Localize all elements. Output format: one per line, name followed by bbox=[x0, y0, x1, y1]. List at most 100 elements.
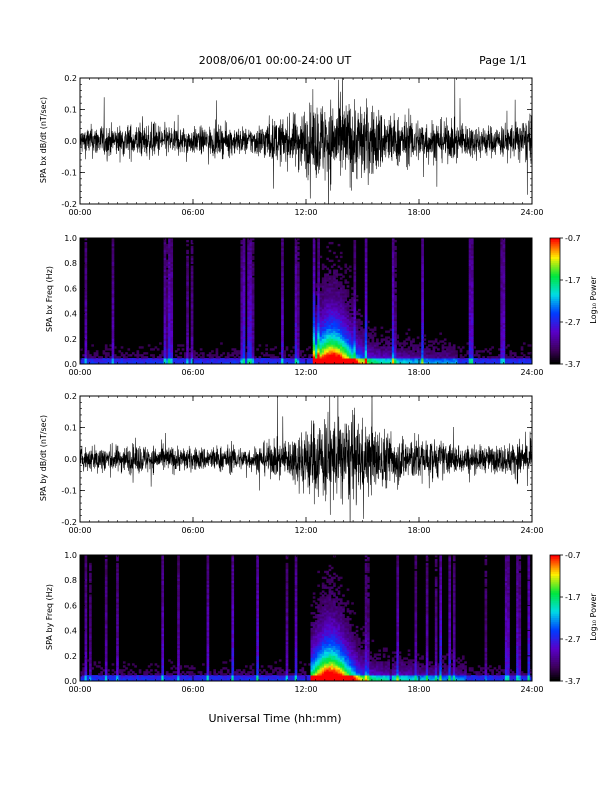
bx-freq-spectrogram-cell bbox=[468, 301, 472, 304]
bx-freq-spectrogram-cell bbox=[421, 358, 424, 361]
by-freq-spectrogram-cell bbox=[256, 610, 259, 613]
bx-freq-spectrogram-cell bbox=[296, 257, 300, 261]
bx-freq-spectrogram-cell bbox=[231, 352, 235, 355]
bx-freq-spectrogram-cell bbox=[321, 318, 325, 322]
bx-freq-spectrogram-cell bbox=[405, 358, 409, 361]
bx-freq-spectrogram-cell bbox=[502, 275, 506, 278]
bx-freq-spectrogram-cell bbox=[412, 362, 415, 365]
bx-freq-spectrogram-cell bbox=[324, 336, 327, 339]
bx-freq-spectrogram-cell bbox=[249, 312, 253, 316]
by-freq-spectrogram-cell bbox=[276, 671, 280, 674]
bx-freq-spectrogram-cell bbox=[373, 350, 377, 353]
by-freq-spectrogram-cell bbox=[174, 679, 178, 682]
by-freq-spectrogram-cell bbox=[317, 627, 320, 631]
by-freq-spectrogram-cell bbox=[321, 637, 325, 641]
bx-freq-spectrogram-cell bbox=[394, 310, 397, 314]
bx-freq-spectrogram-cell bbox=[168, 310, 171, 314]
bx-freq-spectrogram-cell bbox=[333, 330, 336, 333]
by-freq-spectrogram-cell bbox=[206, 560, 210, 564]
bx-freq-spectrogram-cell bbox=[324, 360, 327, 363]
bx-freq-spectrogram-cell bbox=[468, 295, 472, 298]
bx-freq-spectrogram-cell bbox=[353, 239, 357, 243]
by-freq-spectrogram-cell bbox=[231, 653, 235, 656]
by-freq-spectrogram-cell bbox=[206, 635, 210, 639]
bx-freq-spectrogram-cell bbox=[165, 283, 169, 286]
bx-freq-spectrogram-cell bbox=[190, 291, 194, 294]
bx-freq-spectrogram-cell bbox=[240, 338, 244, 341]
bx-freq-spectrogram-cell bbox=[84, 299, 88, 302]
bx-freq-spectrogram-cell bbox=[443, 360, 447, 363]
bx-freq-spectrogram-cell bbox=[398, 358, 402, 361]
bx-freq-spectrogram-cell bbox=[294, 253, 298, 257]
bx-freq-spectrogram-cell bbox=[240, 269, 244, 272]
by-freq-spectrogram-cell bbox=[84, 659, 88, 662]
bx-freq-spectrogram-cell bbox=[394, 253, 397, 257]
bx-freq-spectrogram-cell bbox=[348, 352, 352, 355]
bx-freq-spectrogram-cell bbox=[281, 312, 284, 316]
bx-freq-spectrogram-cell bbox=[328, 310, 332, 314]
by-freq-spectrogram-cell bbox=[186, 677, 189, 680]
bx-freq-spectrogram-cell bbox=[409, 342, 413, 345]
bx-freq-spectrogram-cell bbox=[294, 354, 298, 357]
bx-freq-spectrogram-cell bbox=[470, 354, 474, 357]
bx-freq-spectrogram-cell bbox=[168, 238, 171, 241]
bx-freq-spectrogram-cell bbox=[111, 338, 115, 341]
bx-freq-spectrogram-cell bbox=[111, 358, 115, 361]
by-freq-spectrogram-cell bbox=[296, 675, 300, 678]
by-freq-spectrogram-cell bbox=[290, 677, 293, 680]
bx-freq-spectrogram-cell bbox=[238, 362, 241, 365]
by-freq-spectrogram-cell bbox=[231, 600, 235, 603]
by-freq-spectrogram-cell bbox=[100, 671, 103, 674]
bx-freq-spectrogram-cell bbox=[281, 324, 284, 327]
bx-freq-spectrogram-cell bbox=[186, 342, 189, 345]
bx-freq-spectrogram-cell bbox=[470, 245, 474, 249]
bx-freq-spectrogram-cell bbox=[518, 362, 522, 365]
by-freq-spectrogram-cell bbox=[238, 675, 241, 678]
bx-freq-spectrogram-cell bbox=[263, 362, 266, 365]
bx-freq-spectrogram-cell bbox=[251, 340, 255, 343]
bx-freq-spectrogram-cell bbox=[330, 336, 334, 339]
bx-freq-spectrogram-cell bbox=[109, 348, 113, 351]
bx-freq-spectrogram-cell bbox=[328, 297, 332, 300]
bx-freq-spectrogram-cell bbox=[502, 326, 506, 329]
bx-freq-spectrogram-cell bbox=[283, 350, 287, 353]
bx-freq-spectrogram-cell bbox=[86, 352, 90, 355]
by-freq-spectrogram-cell bbox=[263, 675, 266, 678]
bx-freq-spectrogram-cell bbox=[344, 271, 348, 274]
bx-freq-spectrogram-cell bbox=[335, 302, 339, 306]
bx-freq-spectrogram-cell bbox=[251, 263, 255, 266]
bx-freq-spectrogram-cell bbox=[240, 318, 244, 322]
by-freq-spectrogram-cell bbox=[235, 677, 239, 680]
bx-freq-spectrogram-cell bbox=[470, 308, 474, 312]
bx-freq-spectrogram-cell bbox=[251, 291, 255, 294]
bx-freq-spectrogram-cell bbox=[337, 259, 341, 263]
bx-freq-spectrogram-cell bbox=[242, 263, 246, 266]
bx-freq-spectrogram-cell bbox=[247, 265, 250, 268]
by-freq-spectrogram-cell bbox=[269, 679, 273, 682]
by-freq-spectrogram-cell bbox=[319, 667, 323, 670]
bx-freq-spectrogram-cell bbox=[391, 326, 395, 329]
bx-freq-spectrogram-cell bbox=[355, 360, 359, 363]
bx-freq-y-tick-label: 0.2 bbox=[64, 335, 77, 344]
bx-freq-spectrogram-cell bbox=[391, 277, 395, 280]
by-freq-spectrogram-cell bbox=[310, 612, 314, 615]
bx-freq-spectrogram-cell bbox=[317, 314, 320, 318]
bx-freq-spectrogram-cell bbox=[513, 360, 517, 363]
bx-freq-spectrogram-cell bbox=[421, 322, 424, 326]
bx-freq-spectrogram-cell bbox=[317, 320, 320, 324]
bx-freq-spectrogram-cell bbox=[342, 312, 345, 316]
bx-freq-spectrogram-cell bbox=[335, 269, 339, 272]
bx-freq-spectrogram-cell bbox=[443, 352, 447, 355]
bx-freq-spectrogram-cell bbox=[339, 312, 343, 316]
bx-freq-colorbar-swatch bbox=[550, 267, 560, 270]
bx-freq-spectrogram-cell bbox=[321, 279, 325, 282]
by-freq-spectrogram-cell bbox=[315, 627, 318, 631]
by-freq-spectrogram-cell bbox=[238, 679, 241, 682]
bx-freq-spectrogram-cell bbox=[281, 263, 284, 266]
by-freq-spectrogram-cell bbox=[312, 665, 316, 668]
bx-freq-spectrogram-cell bbox=[317, 291, 320, 294]
bx-freq-spectrogram-cell bbox=[502, 255, 506, 259]
bx-freq-spectrogram-cell bbox=[346, 350, 350, 353]
bx-freq-spectrogram-cell bbox=[315, 326, 318, 329]
bx-freq-spectrogram-cell bbox=[373, 356, 377, 359]
